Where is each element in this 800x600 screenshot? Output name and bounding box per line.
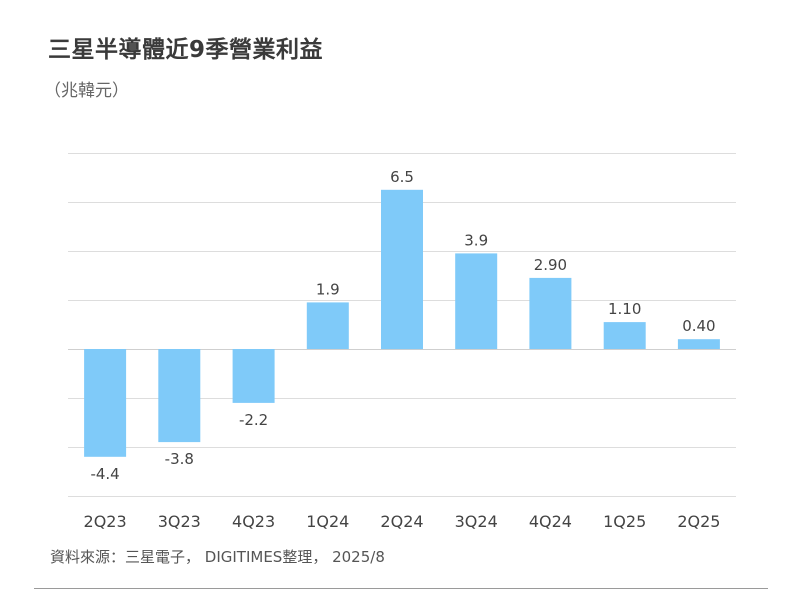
- data-label-4q24: 2.90: [534, 256, 567, 274]
- data-label-3q23: -3.8: [165, 450, 194, 468]
- x-tick-4q23: 4Q23: [232, 512, 275, 531]
- bar-1q24: [306, 302, 349, 349]
- x-tick-3q24: 3Q24: [455, 512, 498, 531]
- x-tick-2q23: 2Q23: [84, 512, 127, 531]
- x-tick-3q23: 3Q23: [158, 512, 201, 531]
- x-tick-1q25: 1Q25: [603, 512, 646, 531]
- x-tick-2q24: 2Q24: [380, 512, 423, 531]
- source-note: 資料來源：三星電子， DIGITIMES整理， 2025/8: [50, 548, 385, 566]
- bar-2q23: [84, 349, 127, 457]
- data-label-4q23: -2.2: [239, 411, 268, 429]
- data-label-1q25: 1.10: [608, 300, 641, 318]
- bar-1q25: [603, 322, 646, 349]
- bar-3q24: [455, 253, 498, 349]
- bars: [84, 189, 720, 457]
- bar-3q23: [158, 349, 201, 443]
- x-axis-tick-labels: 2Q23 3Q23 4Q23 1Q24 2Q24 3Q24 4Q24 1Q25 2Q25: [84, 512, 721, 531]
- data-label-3q24: 3.9: [464, 231, 488, 249]
- bar-4q23: [232, 349, 275, 403]
- x-tick-2q25: 2Q25: [677, 512, 720, 531]
- chart-title: 三星半導體近9季營業利益: [48, 37, 324, 63]
- footer-divider: [34, 588, 768, 589]
- data-label-1q24: 1.9: [316, 280, 340, 298]
- x-tick-4q24: 4Q24: [529, 512, 572, 531]
- bar-4q24: [529, 277, 572, 349]
- data-label-2q24: 6.5: [390, 168, 414, 186]
- bar-2q25: [677, 339, 720, 349]
- bar-2q24: [381, 189, 423, 350]
- data-label-2q25: 0.40: [682, 317, 715, 335]
- data-label-2q23: -4.4: [90, 465, 119, 483]
- x-tick-1q24: 1Q24: [306, 512, 349, 531]
- chart-unit: （兆韓元）: [44, 81, 129, 101]
- data-labels: -4.4 -3.8 -2.2 1.9 6.5 3.9 2.90 1.10 0.40: [90, 168, 715, 483]
